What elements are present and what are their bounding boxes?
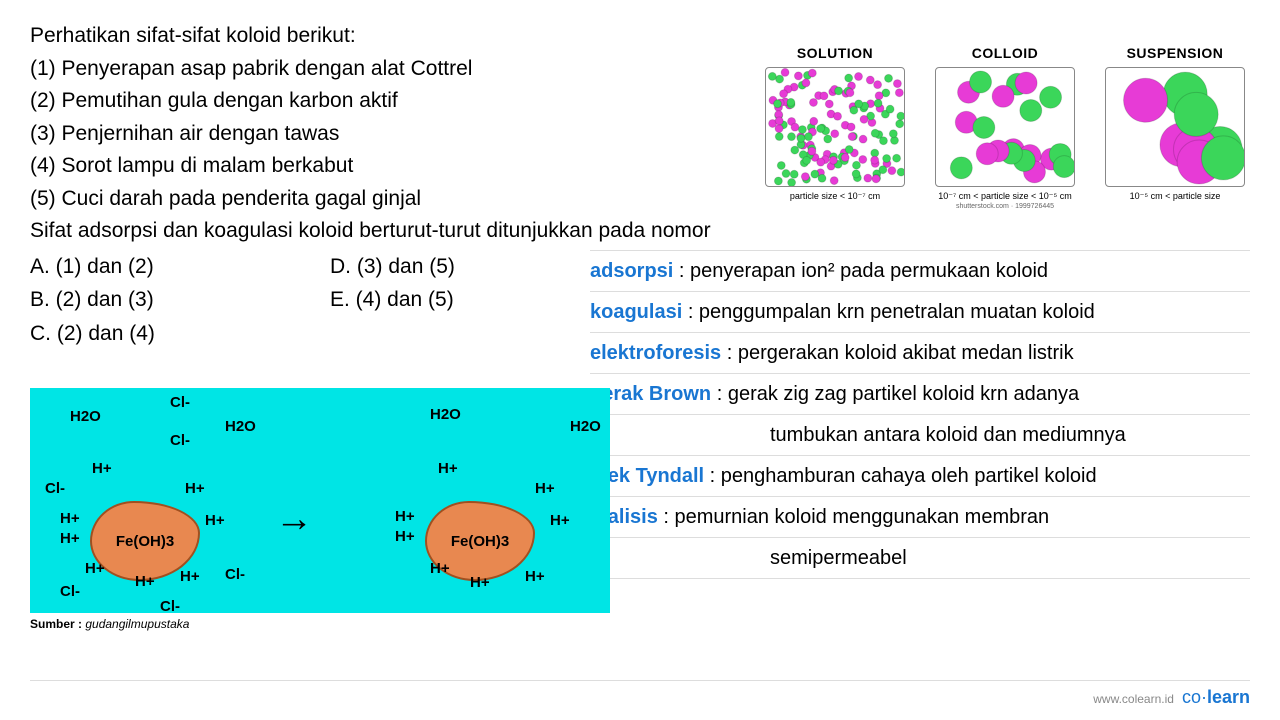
definition-text: : penyerapan ion² pada permukaan koloid (673, 260, 1048, 282)
panel-title: SUSPENSION (1127, 45, 1224, 61)
question-title: Perhatikan sifat-sifat koloid berikut: (30, 20, 730, 53)
definition-text: : pergerakan koloid akibat medan listrik (721, 342, 1073, 364)
panel-suspension: SUSPENSION 10⁻⁵ cm < particle size (1100, 45, 1250, 210)
definition-row: elektroforesis : pergerakan koloid akiba… (590, 333, 1250, 374)
footer: www.colearn.id co·learn (30, 680, 1250, 708)
ion-label: Cl- (160, 598, 180, 615)
ion-label: H+ (525, 568, 545, 585)
panel-caption: 10⁻⁵ cm < particle size (1130, 191, 1221, 202)
ion-label: H+ (135, 573, 155, 590)
question-item: (4) Sorot lampu di malam berkabut (30, 150, 730, 183)
definition-term: elektroforesis (590, 342, 721, 364)
ion-label: H+ (430, 560, 450, 577)
diagram-box: → Fe(OH)3Fe(OH)3Cl-H2OH2OCl-H+Cl-H+H+H+H… (30, 388, 610, 613)
option: D. (3) dan (5) (330, 250, 630, 284)
definition-row: semipermeabel (590, 538, 1250, 579)
arrow-icon: → (275, 498, 313, 541)
ion-label: Cl- (45, 480, 65, 497)
panel-colloid: COLLOID 10⁻⁷ cm < particle size < 10⁻⁵ c… (930, 45, 1080, 210)
ion-label: H+ (185, 480, 205, 497)
question-item: (1) Penyerapan asap pabrik dengan alat C… (30, 53, 730, 86)
brand-learn: learn (1207, 687, 1250, 707)
ion-label: H+ (205, 512, 225, 529)
definition-row: adsorpsi : penyerapan ion² pada permukaa… (590, 250, 1250, 292)
ion-label: H2O (225, 418, 256, 435)
adsorption-diagram: → Fe(OH)3Fe(OH)3Cl-H2OH2OCl-H+Cl-H+H+H+H… (30, 388, 610, 631)
ion-label: H2O (70, 408, 101, 425)
ion-label: H+ (438, 460, 458, 477)
panel-box (1105, 67, 1245, 187)
ion-label: Cl- (170, 432, 190, 449)
definition-text: : penghamburan cahaya oleh partikel kolo… (704, 465, 1096, 487)
source-prefix: Sumber : (30, 617, 85, 631)
brand-co: co· (1182, 687, 1207, 707)
panel-caption: 10⁻⁷ cm < particle size < 10⁻⁵ cm (938, 191, 1072, 202)
option: A. (1) dan (2) (30, 250, 330, 284)
definition-text: tumbukan antara koloid dan mediumnya (770, 424, 1126, 446)
ion-label: H+ (60, 530, 80, 547)
footer-url: www.colearn.id (1093, 692, 1174, 706)
ion-label: H+ (550, 512, 570, 529)
definition-text: : penggumpalan krn penetralan muatan kol… (682, 301, 1095, 323)
brand: co·learn (1182, 687, 1250, 708)
option: C. (2) dan (4) (30, 317, 330, 351)
panel-solution: SOLUTION particle size < 10⁻⁷ cm (760, 45, 910, 210)
source-name: gudangilmupustaka (85, 617, 189, 631)
ion-label: H+ (85, 560, 105, 577)
ion-label: Cl- (60, 583, 80, 600)
definition-text: : pemurnian koloid menggunakan membran (658, 506, 1049, 528)
panel-subcaption: shutterstock.com · 1999726445 (956, 203, 1054, 210)
panel-caption: particle size < 10⁻⁷ cm (790, 191, 880, 202)
option: E. (4) dan (5) (330, 283, 630, 317)
question-item: (3) Penjernihan air dengan tawas (30, 118, 730, 151)
ion-label: Cl- (170, 394, 190, 411)
definition-row: dialisis : pemurnian koloid menggunakan … (590, 497, 1250, 538)
panel-title: COLLOID (972, 45, 1039, 61)
definition-term: adsorpsi (590, 260, 673, 282)
ion-label: H+ (60, 510, 80, 527)
diagram-source: Sumber : gudangilmupustaka (30, 617, 610, 631)
options-right: D. (3) dan (5) E. (4) dan (5) (330, 250, 630, 351)
definition-row: efek Tyndall : penghamburan cahaya oleh … (590, 456, 1250, 497)
definition-row: koagulasi : penggumpalan krn penetralan … (590, 292, 1250, 333)
particle-panels: SOLUTION particle size < 10⁻⁷ cm COLLOID… (760, 45, 1250, 210)
ion-label: H+ (180, 568, 200, 585)
ion-label: H+ (395, 508, 415, 525)
ion-label: H+ (470, 574, 490, 591)
definition-row: tumbukan antara koloid dan mediumnya (590, 415, 1250, 456)
definition-text: semipermeabel (770, 547, 907, 569)
ion-label: H2O (570, 418, 601, 435)
ion-label: Cl- (225, 566, 245, 583)
options-left: A. (1) dan (2) B. (2) dan (3) C. (2) dan… (30, 250, 330, 351)
definition-term: koagulasi (590, 301, 682, 323)
definition-text: : gerak zig zag partikel koloid krn adan… (711, 383, 1079, 405)
question-item: (5) Cuci darah pada penderita gagal ginj… (30, 183, 730, 216)
panel-box (765, 67, 905, 187)
question-item: (2) Pemutihan gula dengan karbon aktif (30, 85, 730, 118)
ion-label: H+ (535, 480, 555, 497)
ion-label: H2O (430, 406, 461, 423)
definition-row: gerak Brown : gerak zig zag partikel kol… (590, 374, 1250, 415)
definitions-list: adsorpsi : penyerapan ion² pada permukaa… (590, 250, 1250, 579)
panel-box (935, 67, 1075, 187)
question-prompt: Sifat adsorpsi dan koagulasi koloid bert… (30, 215, 730, 248)
ion-label: H+ (395, 528, 415, 545)
option: B. (2) dan (3) (30, 283, 330, 317)
panel-title: SOLUTION (797, 45, 873, 61)
ion-label: H+ (92, 460, 112, 477)
